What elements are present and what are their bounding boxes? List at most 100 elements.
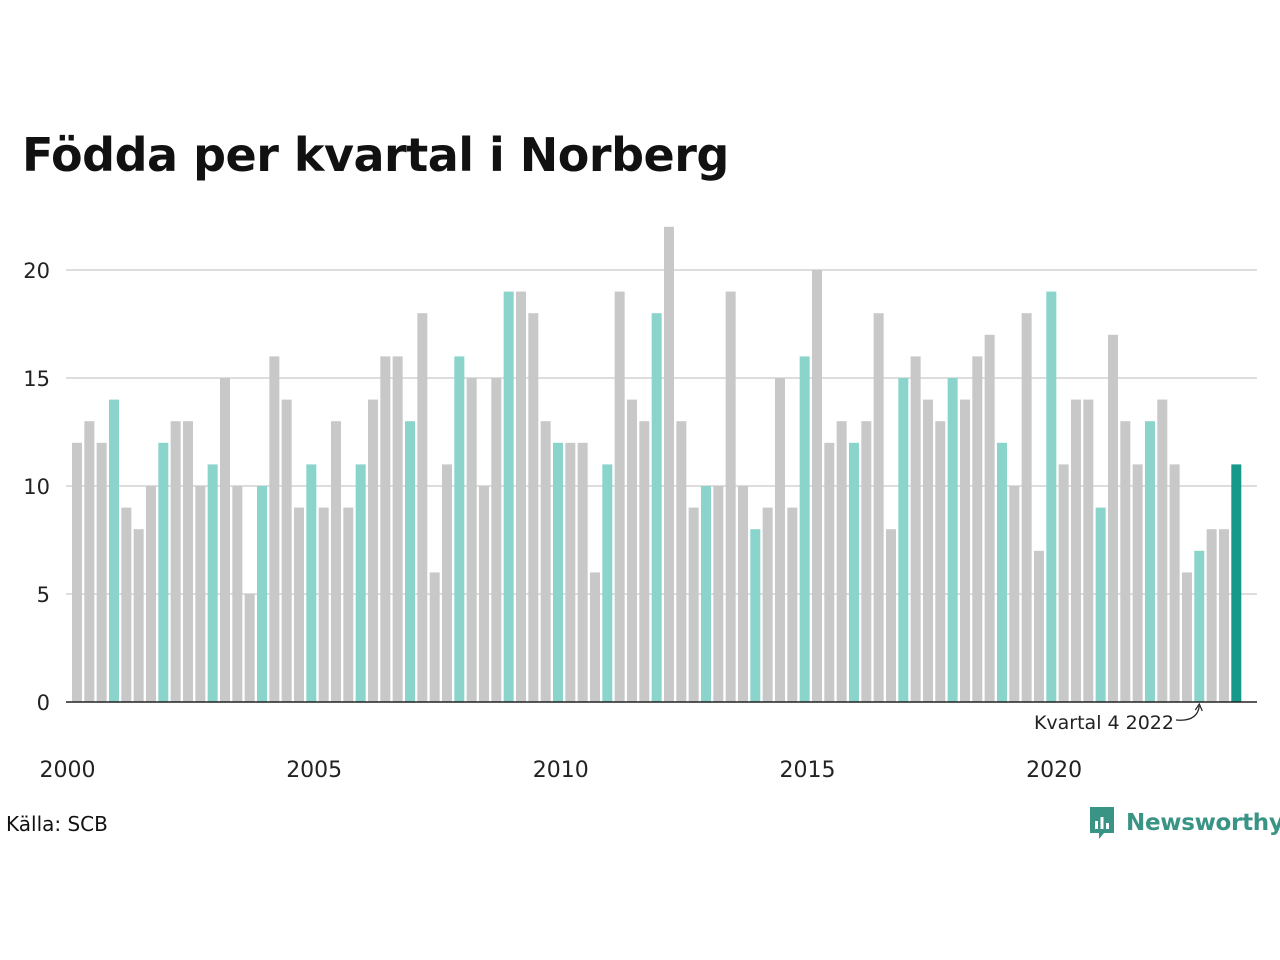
bar	[700, 486, 711, 702]
bar	[1083, 399, 1094, 702]
bar	[491, 378, 502, 702]
annotation: Kvartal 4 2022	[1034, 702, 1203, 734]
bar	[589, 572, 600, 702]
brand-logo: Newsworthy	[1088, 803, 1280, 843]
bar	[220, 378, 230, 702]
annotation-label: Kvartal 4 2022	[1034, 712, 1174, 734]
bar	[688, 507, 699, 702]
x-tick-label: 2005	[286, 758, 342, 783]
bar	[811, 270, 822, 702]
bar	[836, 421, 847, 702]
bar	[848, 442, 859, 702]
bar	[540, 421, 551, 702]
bar	[454, 356, 465, 702]
bar	[1009, 486, 1020, 702]
bar	[1144, 421, 1155, 702]
bar	[935, 421, 946, 702]
bar	[824, 442, 835, 702]
bar	[984, 334, 995, 702]
bar	[762, 507, 773, 702]
bar	[121, 507, 132, 702]
bar	[244, 594, 255, 702]
y-tick-label: 20	[23, 259, 50, 283]
bar	[959, 399, 970, 702]
bar	[429, 572, 440, 702]
bar	[1231, 464, 1242, 702]
bar-chart: 0 5 10 15 20 2000 2005 2010 2015 2020 Kvartal 4 2…	[23, 226, 1257, 783]
bar	[1107, 334, 1118, 702]
bar	[195, 486, 206, 702]
bar	[873, 313, 884, 702]
bar	[84, 421, 95, 702]
bar	[614, 291, 625, 702]
bar	[170, 421, 181, 702]
bar	[441, 464, 452, 702]
bar	[257, 486, 267, 702]
bar	[281, 399, 292, 702]
bar	[602, 464, 613, 702]
bar	[947, 378, 958, 702]
bar	[861, 421, 872, 702]
y-tick-label: 5	[37, 583, 50, 607]
bar	[639, 421, 650, 702]
annotation-arrow	[1175, 705, 1200, 721]
bar	[72, 442, 82, 702]
bar	[1206, 529, 1217, 702]
bar	[293, 507, 304, 702]
bar	[565, 442, 576, 702]
y-tick-label: 0	[37, 691, 50, 715]
bar	[466, 378, 477, 702]
bar	[392, 356, 403, 702]
bar	[330, 421, 341, 702]
bar	[380, 356, 391, 702]
bar	[404, 421, 415, 702]
bar	[676, 421, 687, 702]
bar	[799, 356, 810, 702]
bar	[232, 486, 243, 702]
bar	[158, 442, 169, 702]
bar	[663, 226, 674, 703]
bar	[737, 486, 748, 702]
bar	[577, 442, 588, 702]
source-label: Källa: SCB	[6, 812, 108, 836]
bar	[774, 378, 785, 702]
bar	[626, 399, 637, 702]
bar	[1070, 399, 1081, 702]
bar	[109, 399, 119, 702]
bar	[1194, 550, 1205, 702]
x-tick-label: 2010	[533, 758, 589, 783]
bar	[713, 486, 724, 702]
bar	[1033, 550, 1044, 702]
bar	[1132, 464, 1143, 702]
bar	[972, 356, 983, 702]
bar	[651, 313, 662, 702]
x-tick-label: 2015	[780, 758, 836, 783]
bar	[528, 313, 539, 702]
bar	[133, 529, 144, 702]
bar	[1181, 572, 1192, 702]
bar	[750, 529, 761, 702]
y-tick-label: 10	[23, 475, 50, 499]
bar	[725, 291, 736, 702]
bar	[1095, 507, 1106, 702]
bar	[1046, 291, 1057, 702]
bar	[367, 399, 378, 702]
bar	[1218, 529, 1229, 702]
bar	[306, 464, 317, 702]
bar	[898, 378, 909, 702]
bar	[787, 507, 798, 702]
bar	[1058, 464, 1069, 702]
chart-title: Födda per kvartal i Norberg	[22, 128, 729, 182]
bar	[318, 507, 329, 702]
bar	[1169, 464, 1180, 702]
bars	[72, 226, 1242, 703]
bar	[503, 291, 514, 702]
x-tick-label: 2000	[40, 758, 96, 783]
annotation-arrowhead	[1194, 702, 1203, 712]
bar	[146, 486, 156, 702]
bar	[96, 442, 107, 702]
brand-name: Newsworthy	[1126, 810, 1280, 836]
bar	[478, 486, 489, 702]
bar	[996, 442, 1007, 702]
bar	[552, 442, 563, 702]
